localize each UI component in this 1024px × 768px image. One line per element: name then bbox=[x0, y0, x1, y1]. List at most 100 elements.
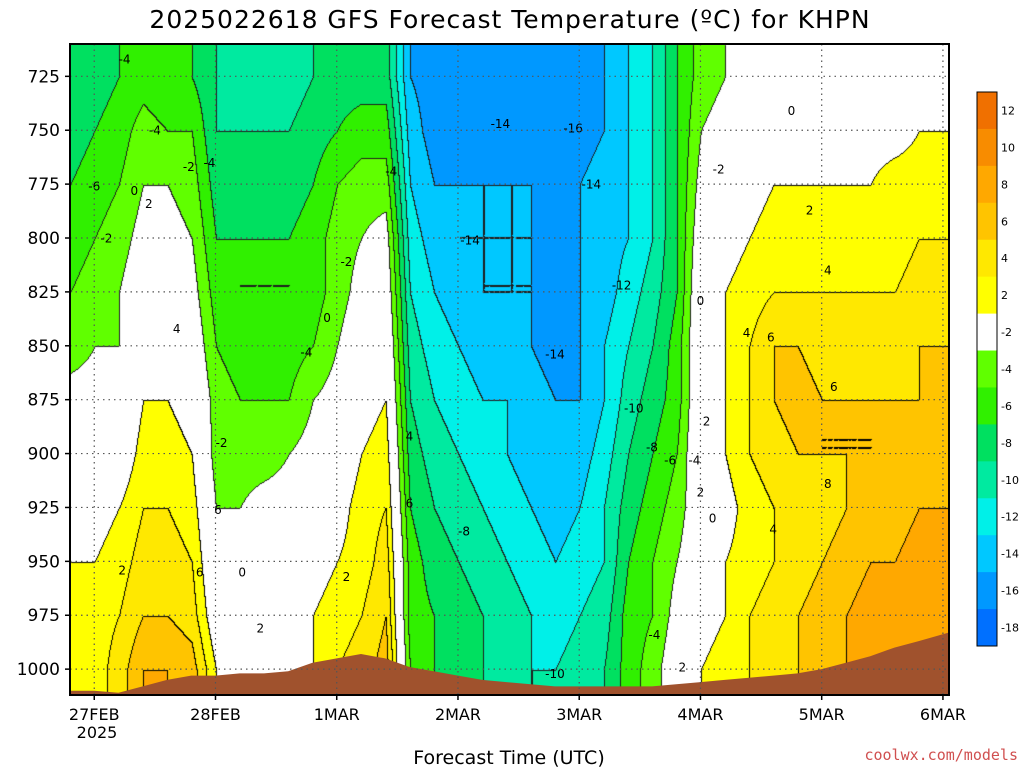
colorbar-swatch bbox=[977, 276, 997, 315]
contour-label: -14 bbox=[460, 233, 480, 247]
contour-label: 6 bbox=[767, 330, 775, 344]
y-tick-label: 875 bbox=[28, 391, 60, 411]
colorbar-label: -8 bbox=[1001, 437, 1012, 450]
colorbar-swatch bbox=[977, 461, 997, 499]
y-tick-label: 925 bbox=[28, 498, 60, 518]
y-tick-label: 775 bbox=[28, 175, 60, 195]
color-legend: 12 10 8 6 4 2 -2 -4 -6 -8 -10 -12 -14 -16 -18 bbox=[976, 91, 1019, 647]
contour-label: -6 bbox=[88, 180, 100, 194]
y-tick-label: 825 bbox=[28, 283, 60, 303]
colorbar-swatch bbox=[977, 609, 997, 647]
x-axis-year: 2025 bbox=[77, 723, 118, 742]
colorbar-swatch bbox=[977, 92, 997, 130]
colorbar-swatch bbox=[977, 313, 997, 352]
contour-label: -4 bbox=[688, 453, 700, 467]
credit-link[interactable]: coolwx.com/models bbox=[864, 746, 1018, 764]
y-tick-label: 725 bbox=[28, 67, 60, 87]
colorbar-label: 6 bbox=[1001, 215, 1008, 228]
colorbar-swatch bbox=[977, 387, 997, 425]
contour-label: 0 bbox=[709, 512, 717, 526]
x-tick-label: 3MAR bbox=[556, 705, 602, 724]
plot-frame bbox=[69, 43, 950, 696]
colorbar-label: -10 bbox=[1001, 474, 1019, 487]
contour-label: -2 bbox=[216, 436, 228, 450]
y-tick-label: 800 bbox=[28, 229, 60, 249]
colorbar-swatch bbox=[977, 202, 997, 241]
x-tick-label: 27FEB bbox=[69, 705, 120, 724]
contour-label: 2 bbox=[118, 563, 126, 577]
contour-label: 6 bbox=[196, 565, 204, 579]
contour-label: -4 bbox=[119, 52, 131, 66]
contour-label: 0 bbox=[130, 184, 138, 198]
colorbar-swatch bbox=[977, 498, 997, 536]
contour-label: 0 bbox=[697, 294, 705, 308]
colorbar-label: 2 bbox=[1001, 289, 1008, 302]
contour-label: -10 bbox=[624, 402, 644, 416]
contour-label: 0 bbox=[323, 311, 331, 325]
y-tick-label: 1000 bbox=[17, 660, 60, 680]
contour-label: -4 bbox=[648, 628, 660, 642]
x-tick-label: 5MAR bbox=[799, 705, 845, 724]
contour-label: -14 bbox=[491, 117, 511, 131]
contour-label: -6 bbox=[664, 453, 676, 467]
colorbar-swatch bbox=[977, 424, 997, 462]
contour-label: 4 bbox=[406, 430, 414, 444]
colorbar-label: 8 bbox=[1001, 178, 1008, 191]
contour-label: 0 bbox=[238, 565, 246, 579]
contour-label: 6 bbox=[406, 496, 414, 510]
contour-label: 4 bbox=[824, 264, 832, 278]
contour-label: -8 bbox=[646, 440, 658, 454]
colorbar-swatch bbox=[977, 165, 997, 204]
x-axis-time: 27FEB 28FEB 1MAR 2MAR 3MAR 4MAR 5MAR 6MAR bbox=[69, 695, 966, 724]
colorbar-label: 10 bbox=[1001, 141, 1015, 154]
x-axis-title: Forecast Time (UTC) bbox=[413, 747, 604, 768]
colorbar-swatch bbox=[977, 128, 997, 167]
x-tick-label: 2MAR bbox=[435, 705, 481, 724]
colorbar-swatch bbox=[977, 535, 997, 573]
contour-label: -4 bbox=[149, 124, 161, 138]
contour-label: 2 bbox=[806, 203, 814, 217]
y-tick-label: 900 bbox=[28, 445, 60, 465]
surface-terrain bbox=[70, 632, 949, 695]
contour-label: -4 bbox=[203, 156, 215, 170]
contour-label: 4 bbox=[173, 322, 181, 336]
colorbar-label: 12 bbox=[1001, 104, 1015, 117]
x-tick-label: 1MAR bbox=[314, 705, 360, 724]
colorbar-swatch bbox=[977, 239, 997, 278]
contour-label: -2 bbox=[183, 160, 195, 174]
contour-label: -2 bbox=[100, 231, 112, 245]
contour-label: 8 bbox=[824, 477, 832, 491]
temperature-field bbox=[70, 44, 949, 695]
x-tick-label: 28FEB bbox=[190, 705, 241, 724]
contour-label: 2 bbox=[703, 415, 711, 429]
contour-label: -14 bbox=[545, 348, 565, 362]
contour-label: -4 bbox=[300, 346, 312, 360]
colorbar-label: 4 bbox=[1001, 252, 1008, 265]
colorbar-frame bbox=[976, 91, 998, 647]
contour-label: 4 bbox=[769, 522, 777, 536]
y-axis-pressure: 725 750 775 800 825 850 875 900 925 950 975 1000 bbox=[17, 67, 70, 680]
grid-lines bbox=[70, 44, 949, 695]
contour-label: -12 bbox=[612, 279, 632, 293]
y-tick-label: 750 bbox=[28, 121, 60, 141]
colorbar-label: -16 bbox=[1001, 585, 1019, 598]
contour-label: 2 bbox=[343, 570, 351, 584]
chart-title: 2025022618 GFS Forecast Temperature (ºC)… bbox=[149, 5, 870, 34]
contour-label: 6 bbox=[214, 503, 222, 517]
colorbar-label: -14 bbox=[1001, 548, 1019, 561]
contour-label: -2 bbox=[340, 255, 352, 269]
colorbar-label: -6 bbox=[1001, 400, 1012, 413]
contour-label: 6 bbox=[830, 380, 838, 394]
contour-label: 0 bbox=[788, 104, 796, 118]
x-tick-label: 4MAR bbox=[677, 705, 723, 724]
x-tick-label: 6MAR bbox=[920, 705, 966, 724]
contour-label: 2 bbox=[697, 486, 705, 500]
colorbar-label: -2 bbox=[1001, 326, 1012, 339]
y-tick-label: 950 bbox=[28, 552, 60, 572]
y-tick-label: 975 bbox=[28, 606, 60, 626]
contour-label: 2 bbox=[257, 621, 265, 635]
contour-label: 4 bbox=[743, 326, 751, 340]
contour-label: 2 bbox=[678, 660, 686, 674]
